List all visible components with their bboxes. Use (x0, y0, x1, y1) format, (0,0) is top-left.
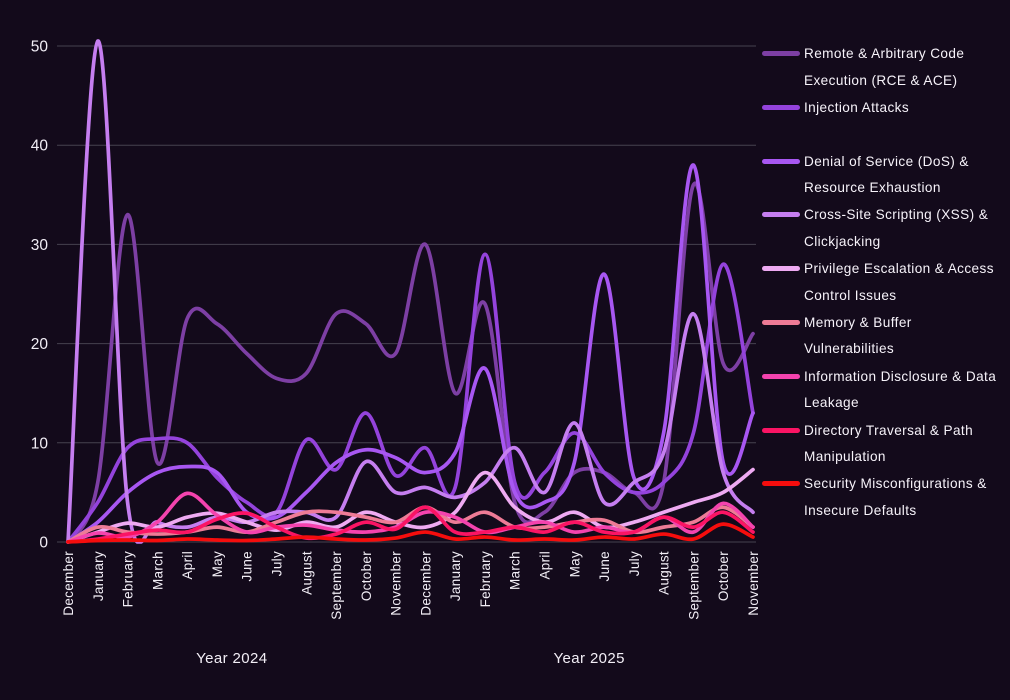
legend-label-7: Directory Traversal & Path Manipulation (804, 422, 974, 465)
legend-label-4: Privilege Escalation & Access Control Is… (804, 261, 994, 303)
x-tick-label-9: September (329, 551, 344, 620)
series-line-1 (66, 252, 755, 544)
x-tick-label-8: August (299, 551, 314, 595)
legend-item-5[interactable]: Memory & Buffer Vulnerabilities (762, 313, 1002, 367)
chart-legend: Remote & Arbitrary Code Execution (RCE &… (762, 44, 1002, 528)
x-tick-label-19: July (627, 551, 642, 576)
series-line-8 (66, 522, 755, 544)
x-tick-label-7: July (269, 551, 284, 576)
legend-item-7[interactable]: Directory Traversal & Path Manipulation (762, 421, 1002, 475)
x-tick-label-18: June (597, 551, 612, 581)
y-tick-label-40: 40 (31, 138, 49, 155)
legend-label-6: Information Disclosure & Data Leakage (804, 368, 997, 411)
legend-item-0[interactable]: Remote & Arbitrary Code Execution (RCE &… (762, 44, 1002, 98)
series-line-3 (66, 39, 755, 544)
legend-item-2[interactable]: Denial of Service (DoS) & Resource Exhau… (762, 152, 1002, 206)
x-tick-label-15: March (508, 551, 523, 590)
legend-item-3[interactable]: Cross-Site Scripting (XSS) & Clickjackin… (762, 205, 1002, 259)
x-tick-label-12: December (418, 551, 433, 616)
x-tick-label-6: June (240, 551, 255, 581)
legend-item-4[interactable]: Privilege Escalation & Access Control Is… (762, 259, 1002, 313)
x-tick-label-20: August (657, 551, 672, 595)
y-tick-label-20: 20 (31, 336, 49, 353)
x-tick-label-14: February (478, 551, 493, 607)
x-tick-label-13: January (448, 551, 463, 601)
y-tick-label-50: 50 (31, 39, 49, 56)
legend-swatch-8 (762, 481, 800, 487)
x-tick-label-23: November (746, 551, 761, 616)
legend-item-1[interactable]: Injection Attacks (762, 98, 1002, 152)
series-line-0 (66, 181, 755, 544)
legend-swatch-1 (762, 104, 800, 110)
x-tick-label-17: May (567, 551, 582, 577)
x-tick-label-4: April (180, 551, 195, 580)
legend-swatch-4 (762, 266, 800, 272)
x-tick-label-10: October (359, 551, 374, 601)
x-tick-label-2: February (121, 551, 136, 607)
x-tick-label-3: March (150, 551, 165, 590)
x-tick-label-21: September (686, 551, 701, 620)
legend-swatch-3 (762, 212, 800, 218)
y-tick-label-10: 10 (31, 435, 49, 452)
x-group-label-0: Year 2024 (196, 650, 267, 667)
legend-label-2: Denial of Service (DoS) & Resource Exhau… (804, 153, 969, 196)
x-group-label-1: Year 2025 (553, 650, 624, 667)
legend-label-8: Security Misconfigurations & Insecure De… (804, 476, 987, 518)
series-line-4 (66, 467, 755, 544)
x-tick-label-5: May (210, 551, 225, 577)
legend-label-3: Cross-Site Scripting (XSS) & Clickjackin… (804, 207, 989, 249)
y-tick-label-30: 30 (31, 237, 49, 254)
legend-swatch-0 (762, 51, 800, 56)
x-tick-label-0: December (61, 551, 76, 616)
legend-label-0: Remote & Arbitrary Code Execution (RCE &… (804, 46, 965, 88)
series-line-2 (66, 163, 755, 544)
legend-swatch-7 (762, 427, 800, 433)
y-tick-label-0: 0 (39, 535, 48, 552)
x-tick-label-16: April (538, 551, 553, 580)
legend-swatch-6 (762, 373, 800, 379)
legend-item-8[interactable]: Security Misconfigurations & Insecure De… (762, 474, 1002, 528)
legend-swatch-5 (762, 319, 800, 325)
series-lines (66, 39, 755, 544)
legend-swatch-2 (762, 158, 800, 164)
legend-label-5: Memory & Buffer Vulnerabilities (804, 314, 912, 357)
legend-item-6[interactable]: Information Disclosure & Data Leakage (762, 367, 1002, 421)
series-line-7 (66, 505, 755, 544)
legend-label-1: Injection Attacks (804, 99, 910, 115)
x-tick-label-11: November (389, 551, 404, 616)
x-tick-label-1: January (91, 551, 106, 601)
x-tick-label-22: October (716, 551, 731, 601)
